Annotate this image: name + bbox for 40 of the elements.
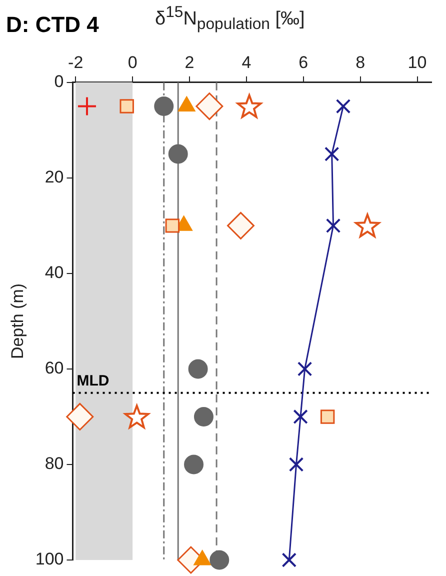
point [355,214,380,238]
y-tick-label: 40 [44,263,64,282]
y-tick-label: 60 [44,358,64,378]
point [66,402,94,430]
point [194,406,214,426]
x-tick-label: 0 [128,52,138,72]
point [326,218,341,234]
point [324,146,340,162]
ref-line-label: MLD [76,372,110,390]
point [288,457,304,472]
x-tick-label: 2 [184,52,194,72]
x-tick-label: 4 [242,52,252,72]
point [124,404,150,428]
y-tick-label: 20 [44,168,64,187]
y-tick-label: 80 [44,454,64,474]
point [154,96,174,116]
point [184,454,204,474]
chart-title: D: CTD 4 [6,12,99,38]
x-axis-title: δ$^{15}$N$_{population}$ [‰] [155,4,305,34]
x-tick-label: 6 [298,52,308,72]
point [210,550,230,570]
point [320,410,335,424]
point [188,359,208,379]
point [196,92,224,120]
y-axis-title: Depth (m) [8,283,27,359]
point [236,94,262,118]
point [293,409,308,424]
point [282,552,297,568]
point [168,144,188,164]
point [336,98,351,114]
x-tick-label: 8 [356,52,366,72]
x-tick-label: 10 [408,52,427,72]
point [120,99,134,114]
point [297,362,312,376]
point [226,212,254,240]
point [165,218,180,233]
point [77,96,97,116]
y-tick-label: 0 [54,72,64,92]
x-tick-label: -2 [68,52,84,72]
y-tick-label: 100 [35,550,64,569]
